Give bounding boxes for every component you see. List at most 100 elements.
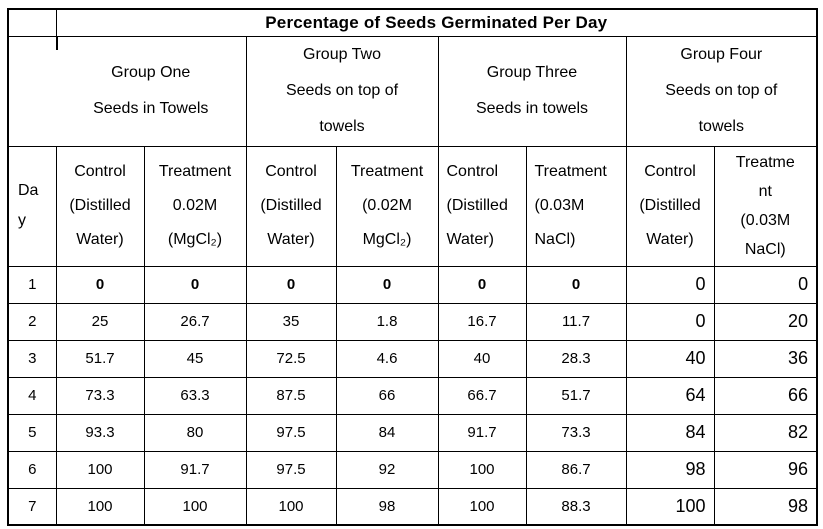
day-label: Day <box>18 182 39 229</box>
group-three-name: Group Three <box>486 64 578 81</box>
day-cell: 7 <box>7 487 57 526</box>
value-cell-g2-treatment: 92 <box>335 450 439 489</box>
group-header-two: Group Two Seeds on top of towels <box>245 35 439 147</box>
value-cell-g2-control: 87.5 <box>245 376 337 415</box>
value-cell-g1-control: 100 <box>55 487 145 526</box>
value-cell-g4-control: 0 <box>625 302 715 341</box>
value-cell-g1-treatment: 0 <box>143 265 247 304</box>
value-cell-g3-control: 40 <box>437 339 527 378</box>
group-one-method: Seeds in Towels <box>93 100 209 117</box>
col-header-g4-control: Control (Distilled Water) <box>625 145 715 267</box>
value-cell-g1-control: 51.7 <box>55 339 145 378</box>
value-cell-g4-control: 98 <box>625 450 715 489</box>
value-cell-g2-treatment: 84 <box>335 413 439 452</box>
column-header-row: Day Control (Distilled Water) Treatment … <box>7 145 818 267</box>
value-cell-g4-control: 40 <box>625 339 715 378</box>
col-header-g2-control: Control (Distilled Water) <box>245 145 337 267</box>
value-cell-g4-control: 100 <box>625 487 715 526</box>
group-one-name: Group One <box>111 64 191 81</box>
group-header-one: Group One Seeds in Towels <box>55 35 247 147</box>
value-cell-g3-control: 66.7 <box>437 376 527 415</box>
value-cell-g2-control: 35 <box>245 302 337 341</box>
group-three-method: Seeds in towels <box>475 100 589 117</box>
value-cell-g2-treatment: 0 <box>335 265 439 304</box>
value-cell-g2-control: 100 <box>245 487 337 526</box>
value-cell-g1-treatment: 26.7 <box>143 302 247 341</box>
col-header-g1-control: Control (Distilled Water) <box>55 145 145 267</box>
data-row-day-7: 7 100 100 100 98 100 88.3 100 98 <box>7 487 818 526</box>
day-cell: 6 <box>7 450 57 489</box>
value-cell-g1-control: 25 <box>55 302 145 341</box>
col-header-g2-treatment: Treatment (0.02M MgCl₂) <box>335 145 439 267</box>
value-cell-g2-control: 97.5 <box>245 450 337 489</box>
value-cell-g2-treatment: 1.8 <box>335 302 439 341</box>
day-cell: 4 <box>7 376 57 415</box>
value-cell-g3-control: 100 <box>437 450 527 489</box>
value-cell-g1-treatment: 80 <box>143 413 247 452</box>
value-cell-g3-treatment: 28.3 <box>525 339 627 378</box>
value-cell-g4-treatment: 0 <box>713 265 818 304</box>
value-cell-g2-control: 0 <box>245 265 337 304</box>
value-cell-g2-treatment: 98 <box>335 487 439 526</box>
value-cell-g3-treatment: 51.7 <box>525 376 627 415</box>
day-column-header: Day <box>7 145 57 267</box>
data-row-day-3: 3 51.7 45 72.5 4.6 40 28.3 40 36 <box>7 339 818 378</box>
value-cell-g4-treatment: 98 <box>713 487 818 526</box>
group-four-method: Seeds on top of towels <box>665 82 778 135</box>
groups-row-spacer <box>7 35 58 147</box>
value-cell-g3-treatment: 88.3 <box>525 487 627 526</box>
group-two-name: Group Two <box>303 46 381 63</box>
value-cell-g1-treatment: 45 <box>143 339 247 378</box>
corner-cell <box>7 8 57 37</box>
table-title: Percentage of Seeds Germinated Per Day <box>55 8 818 37</box>
data-row-day-4: 4 73.3 63.3 87.5 66 66.7 51.7 64 66 <box>7 376 818 415</box>
day-cell: 3 <box>7 339 57 378</box>
value-cell-g1-treatment: 91.7 <box>143 450 247 489</box>
value-cell-g1-control: 73.3 <box>55 376 145 415</box>
col-header-g3-control: Control (Distilled Water) <box>437 145 527 267</box>
value-cell-g1-treatment: 100 <box>143 487 247 526</box>
group-header-three: Group Three Seeds in towels <box>437 35 627 147</box>
group-header-four: Group Four Seeds on top of towels <box>625 35 818 147</box>
value-cell-g2-control: 97.5 <box>245 413 337 452</box>
value-cell-g1-control: 93.3 <box>55 413 145 452</box>
data-row-day-2: 2 25 26.7 35 1.8 16.7 11.7 0 20 <box>7 302 818 341</box>
value-cell-g4-treatment: 20 <box>713 302 818 341</box>
group-two-method: Seeds on top of towels <box>285 82 399 135</box>
partial-border-stub <box>56 36 58 50</box>
value-cell-g3-control: 100 <box>437 487 527 526</box>
value-cell-g2-control: 72.5 <box>245 339 337 378</box>
value-cell-g3-treatment: 0 <box>525 265 627 304</box>
value-cell-g2-treatment: 66 <box>335 376 439 415</box>
value-cell-g3-treatment: 11.7 <box>525 302 627 341</box>
value-cell-g3-control: 16.7 <box>437 302 527 341</box>
value-cell-g4-control: 0 <box>625 265 715 304</box>
data-row-day-6: 6 100 91.7 97.5 92 100 86.7 98 96 <box>7 450 818 489</box>
value-cell-g1-control: 0 <box>55 265 145 304</box>
group-four-name: Group Four <box>680 46 763 63</box>
value-cell-g1-treatment: 63.3 <box>143 376 247 415</box>
value-cell-g2-treatment: 4.6 <box>335 339 439 378</box>
value-cell-g3-treatment: 73.3 <box>525 413 627 452</box>
value-cell-g4-control: 84 <box>625 413 715 452</box>
day-cell: 1 <box>7 265 57 304</box>
germination-table: Percentage of Seeds Germinated Per Day G… <box>7 8 819 526</box>
day-cell: 5 <box>7 413 57 452</box>
value-cell-g3-treatment: 86.7 <box>525 450 627 489</box>
value-cell-g4-control: 64 <box>625 376 715 415</box>
day-cell: 2 <box>7 302 57 341</box>
data-row-day-1: 1 0 0 0 0 0 0 0 0 <box>7 265 818 304</box>
data-row-day-5: 5 93.3 80 97.5 84 91.7 73.3 84 82 <box>7 413 818 452</box>
value-cell-g3-control: 0 <box>437 265 527 304</box>
col-header-g1-treatment: Treatment 0.02M (MgCl₂) <box>143 145 247 267</box>
col-header-g3-treatment: Treatment (0.03M NaCl) <box>525 145 627 267</box>
value-cell-g3-control: 91.7 <box>437 413 527 452</box>
group-header-row: Group One Seeds in Towels Group Two Seed… <box>7 35 818 147</box>
col-header-g4-treatment: Treatme nt (0.03M NaCl) <box>713 145 818 267</box>
value-cell-g4-treatment: 82 <box>713 413 818 452</box>
title-row: Percentage of Seeds Germinated Per Day <box>7 8 818 37</box>
value-cell-g1-control: 100 <box>55 450 145 489</box>
value-cell-g4-treatment: 66 <box>713 376 818 415</box>
value-cell-g4-treatment: 96 <box>713 450 818 489</box>
value-cell-g4-treatment: 36 <box>713 339 818 378</box>
